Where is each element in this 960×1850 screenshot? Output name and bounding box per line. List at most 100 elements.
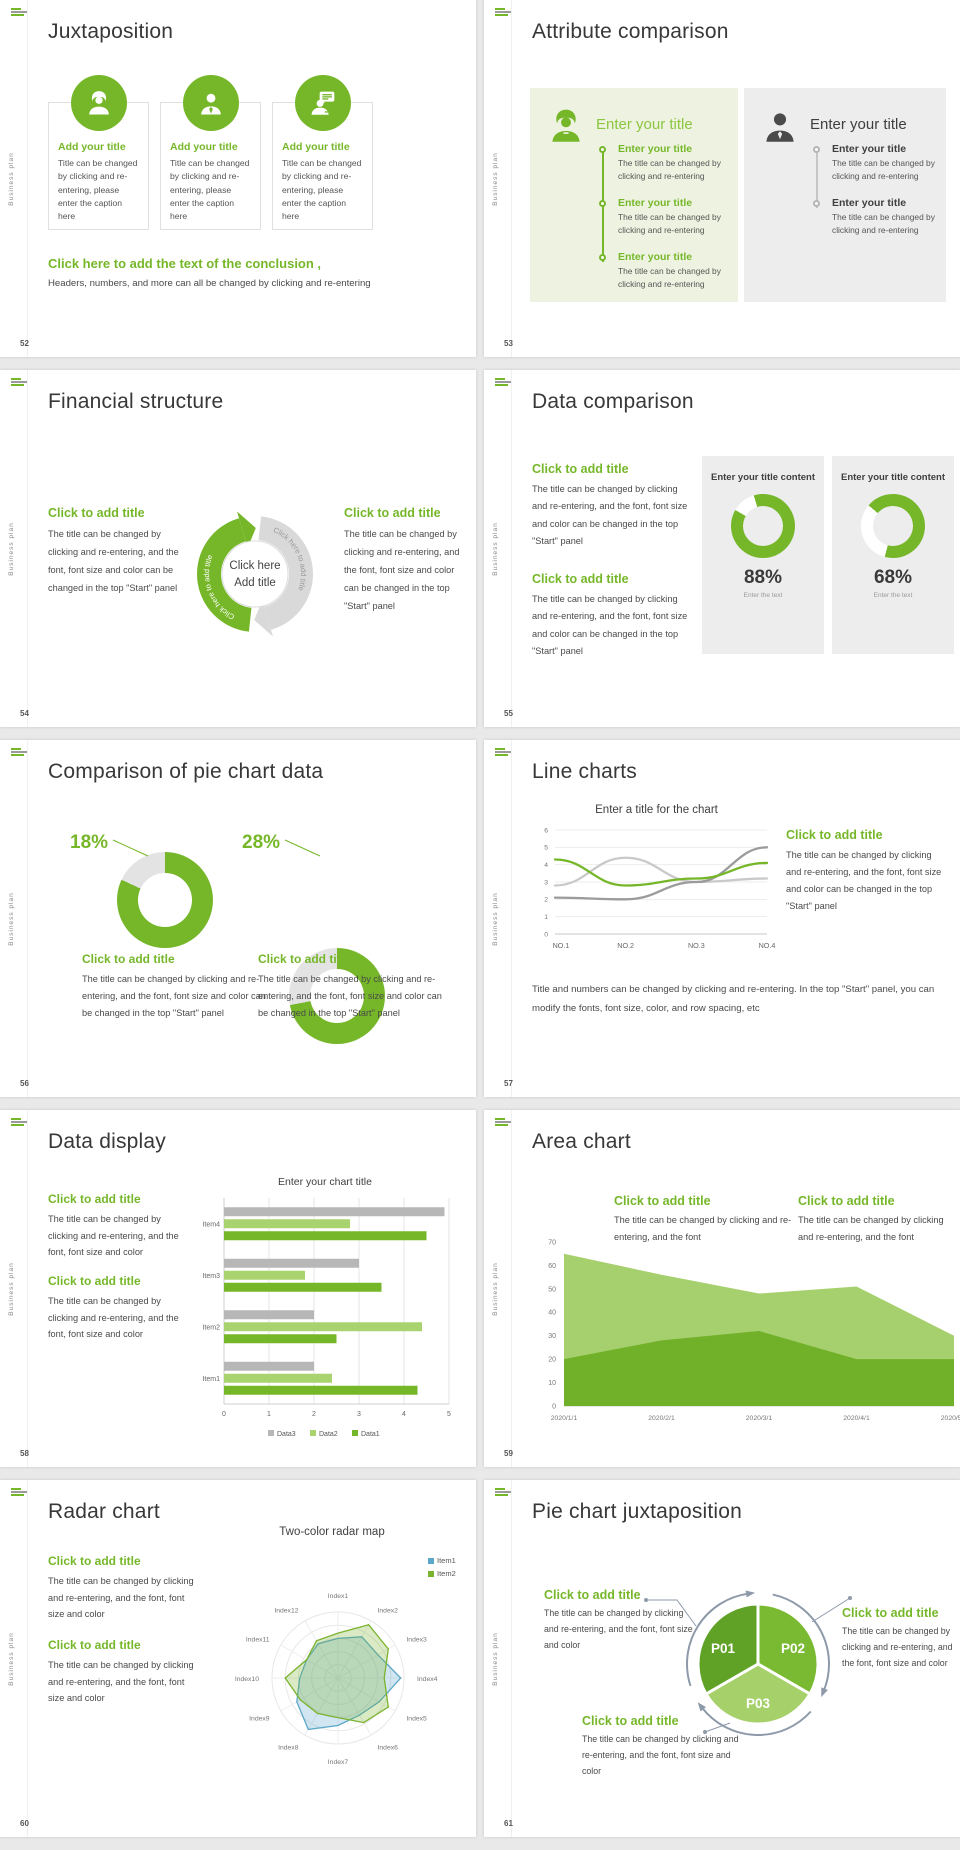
block-body: The title can be changed by clicking and… [82, 974, 266, 1019]
svg-text:NO.2: NO.2 [617, 941, 634, 950]
text-block: Click to add title The title can be chan… [48, 1274, 192, 1343]
feature-card[interactable]: Add your title Title can be changed by c… [160, 75, 261, 230]
svg-text:NO.4: NO.4 [759, 941, 776, 950]
sidebar-vertical-label: Business plan [8, 1261, 15, 1316]
chart-title: Enter your chart title [278, 1176, 372, 1188]
block-title: Click to add title [532, 462, 629, 476]
slide-53-attribute-comparison[interactable]: Business plan 53 Attribute comparison En… [484, 0, 960, 357]
svg-text:10: 10 [548, 1380, 556, 1387]
block-title: Click to add title [48, 1638, 141, 1652]
card-title: Add your title [282, 141, 350, 153]
text-block: Click to add title The title can be chan… [798, 1194, 958, 1247]
text-block-bottom: Click to add title The title can be chan… [582, 1714, 746, 1779]
slide-sidebar: Business plan 55 [484, 370, 513, 727]
slide-60-radar-chart[interactable]: Business plan 60 Radar chart Click to ad… [0, 1480, 476, 1837]
text-block-right: Click to add title The title can be chan… [344, 506, 470, 616]
block-title: Click to add title [48, 1274, 141, 1288]
block-body: The title can be changed by clicking and… [614, 1215, 792, 1243]
donut-percent-label: 18% [70, 832, 109, 853]
male-user-icon [758, 104, 802, 148]
svg-text:Data2: Data2 [319, 1431, 338, 1438]
block-title: Click to add title [48, 506, 145, 520]
page-number: 59 [504, 1449, 513, 1458]
slide-sidebar: Business plan 59 [484, 1110, 513, 1467]
slide-57-line-charts[interactable]: Business plan 57 Line charts Enter a tit… [484, 740, 960, 1097]
conclusion-body: Headers, numbers, and more can all be ch… [48, 278, 371, 289]
conclusion-title: Click here to add the text of the conclu… [48, 256, 322, 271]
slide-sidebar: Business plan 61 [484, 1480, 513, 1837]
svg-text:3: 3 [357, 1411, 361, 1418]
block-title: Click to add title [544, 1588, 641, 1602]
logo [495, 1118, 512, 1127]
svg-text:60: 60 [548, 1263, 556, 1270]
timeline-item-title: Enter your title [618, 143, 693, 155]
card-body: Title can be changed by clicking and re-… [58, 158, 138, 222]
slide-52-juxtaposition[interactable]: Business plan 52 Juxtaposition Add your … [0, 0, 476, 357]
female-user-icon [70, 75, 127, 131]
block-title: Click to add title [532, 572, 629, 586]
svg-text:0: 0 [544, 931, 548, 938]
block-body: The title can be changed by clicking and… [344, 529, 460, 611]
sidebar-vertical-label: Business plan [492, 1631, 499, 1686]
svg-text:P03: P03 [746, 1696, 771, 1711]
kpi-caption: Enter the text [743, 592, 783, 600]
leader-lines [112, 839, 321, 857]
page-number: 55 [504, 709, 513, 718]
svg-text:P02: P02 [781, 1641, 805, 1656]
slide-58-data-display[interactable]: Business plan 58 Data display Click to a… [0, 1110, 476, 1467]
svg-text:NO.3: NO.3 [688, 941, 705, 950]
slide-footer-text: Title and numbers can be changed by clic… [532, 984, 935, 1015]
slide-title: Data comparison [532, 390, 694, 413]
timeline-dot [599, 254, 606, 261]
block-body: The title can be changed by clicking and… [786, 850, 942, 912]
page-number: 61 [504, 1819, 513, 1828]
slide-sidebar: Business plan 52 [0, 0, 29, 357]
slide-55-data-comparison[interactable]: Business plan 55 Data comparison Click t… [484, 370, 960, 727]
sidebar-vertical-label: Business plan [8, 1631, 15, 1686]
block-body: The title can be changed by clicking and… [48, 1660, 194, 1704]
timeline-line [816, 150, 818, 208]
page-number: 52 [20, 339, 29, 348]
green-attribute-panel[interactable]: Enter your title Enter your title The ti… [530, 88, 738, 302]
slide-56-pie-comparison[interactable]: Business plan 56 Comparison of pie chart… [0, 740, 476, 1097]
text-block: Click to add title The title can be chan… [48, 1192, 192, 1261]
kpi-caption: Enter the text [873, 592, 913, 600]
segmented-pie-chart: P01 P02 P03 [686, 1590, 830, 1736]
slide-54-financial-structure[interactable]: Business plan 54 Financial structure Cli… [0, 370, 476, 727]
text-block: Click to add title The title can be chan… [532, 462, 688, 551]
svg-text:Item1: Item1 [202, 1376, 220, 1383]
sidebar-vertical-label: Business plan [8, 521, 15, 576]
timeline-item-body: The title can be changed by clicking and… [618, 212, 721, 236]
timeline-dot [813, 146, 820, 153]
slide-59-area-chart[interactable]: Business plan 59 Area chart Click to add… [484, 1110, 960, 1467]
timeline-item-body: The title can be changed by clicking and… [832, 158, 935, 182]
logo [11, 1118, 28, 1127]
card-body: Title can be changed by clicking and re-… [170, 158, 250, 222]
svg-text:50: 50 [548, 1286, 556, 1293]
legend-item: Item2 [428, 1569, 456, 1578]
timeline-item: Enter your title The title can be change… [618, 251, 730, 291]
slide-title: Juxtaposition [48, 20, 174, 43]
svg-text:2: 2 [544, 897, 548, 904]
feature-card[interactable]: Add your title Title can be changed by c… [48, 75, 149, 230]
svg-text:Index7: Index7 [328, 1759, 349, 1766]
block-body: The title can be changed by clicking and… [544, 1608, 693, 1650]
sidebar-vertical-label: Business plan [8, 891, 15, 946]
block-body: The title can be changed by clicking and… [48, 1576, 194, 1620]
timeline-item: Enter your title The title can be change… [618, 143, 730, 183]
gray-attribute-panel[interactable]: Enter your title Enter your title The ti… [744, 88, 946, 302]
timeline-item: Enter your title The title can be change… [832, 143, 940, 183]
feature-card[interactable]: Add your title Title can be changed by c… [272, 75, 373, 230]
legend-item: Item1 [428, 1556, 456, 1565]
card-row: Add your title Title can be changed by c… [48, 75, 373, 230]
logo [495, 378, 512, 387]
slide-61-pie-juxtaposition[interactable]: Business plan 61 Pie chart juxtaposition… [484, 1480, 960, 1837]
svg-text:Index8: Index8 [278, 1744, 299, 1751]
block-title: Click to add title [344, 506, 441, 520]
page-number: 54 [20, 709, 29, 718]
donut-chart-68 [861, 494, 925, 559]
block-title: Click to add title [82, 952, 175, 966]
kpi-heading: Enter your title content [711, 472, 815, 483]
chart-title: Two-color radar map [279, 1526, 385, 1538]
